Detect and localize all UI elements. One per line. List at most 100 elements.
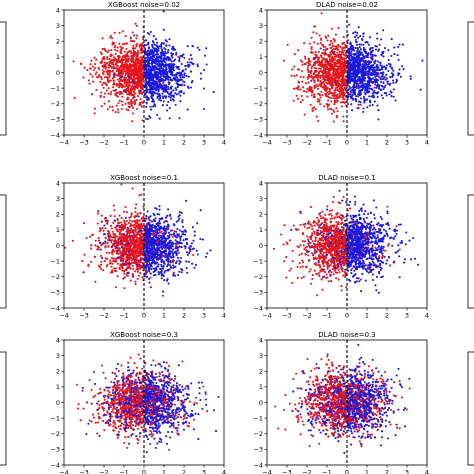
red-class-point xyxy=(108,230,111,234)
blue-class-point xyxy=(165,64,168,67)
red-class-point xyxy=(137,242,140,246)
red-class-point xyxy=(107,66,110,69)
blue-class-point xyxy=(355,34,358,37)
blue-class-point xyxy=(327,99,330,102)
red-class-point xyxy=(295,74,298,77)
red-class-point xyxy=(110,65,113,68)
red-class-point xyxy=(116,247,119,250)
red-class-point xyxy=(104,67,107,70)
red-class-point xyxy=(133,74,136,77)
red-class-point xyxy=(132,93,135,96)
blue-class-point xyxy=(174,78,177,81)
red-class-point xyxy=(96,76,99,79)
blue-class-point xyxy=(367,86,370,89)
blue-class-point xyxy=(377,109,380,112)
red-class-point xyxy=(103,47,106,50)
blue-class-point xyxy=(158,98,161,101)
red-class-point xyxy=(115,62,118,65)
red-class-point xyxy=(124,206,127,209)
blue-class-point xyxy=(112,242,115,245)
red-class-point xyxy=(332,73,335,76)
blue-class-point xyxy=(383,47,387,50)
red-class-point xyxy=(97,245,100,248)
blue-class-point xyxy=(355,41,358,44)
red-class-point xyxy=(131,264,134,267)
red-class-point xyxy=(134,253,137,256)
blue-class-point xyxy=(155,89,158,92)
blue-class-point xyxy=(156,95,159,98)
blue-class-point xyxy=(166,214,169,217)
red-class-point xyxy=(315,115,318,118)
red-class-point xyxy=(338,87,341,90)
blue-class-point xyxy=(160,46,163,50)
blue-class-point xyxy=(146,118,149,121)
red-class-point xyxy=(138,252,141,255)
red-class-point xyxy=(293,75,296,78)
blue-class-point xyxy=(392,88,395,91)
red-class-point xyxy=(130,57,133,60)
red-class-point xyxy=(327,55,330,58)
red-class-point xyxy=(341,96,345,99)
red-class-point xyxy=(117,73,120,77)
red-class-point xyxy=(317,92,320,95)
red-class-point xyxy=(141,101,144,104)
red-class-point xyxy=(116,78,119,81)
red-class-point xyxy=(323,69,326,72)
red-class-point xyxy=(112,267,116,270)
blue-class-point xyxy=(170,85,173,88)
blue-class-point xyxy=(154,53,158,56)
red-class-point xyxy=(311,107,314,110)
blue-class-point xyxy=(180,246,183,249)
red-class-point xyxy=(290,74,293,77)
red-class-point xyxy=(132,90,136,93)
blue-class-point xyxy=(181,221,184,224)
red-class-point xyxy=(89,67,92,70)
blue-class-point xyxy=(180,63,183,66)
y-tick-label: −2 xyxy=(50,100,60,108)
red-class-point xyxy=(332,109,335,112)
blue-class-point xyxy=(160,42,163,45)
red-class-point xyxy=(105,265,108,268)
blue-class-point xyxy=(178,217,181,220)
red-class-point xyxy=(132,107,135,110)
red-class-point xyxy=(356,107,359,110)
blue-class-point xyxy=(168,81,171,84)
red-class-point xyxy=(113,31,116,34)
x-tick-label: −3 xyxy=(79,139,89,147)
blue-class-point xyxy=(160,78,163,81)
blue-class-point xyxy=(176,72,179,75)
red-class-point xyxy=(141,59,144,62)
red-class-point xyxy=(93,56,96,59)
blue-class-point xyxy=(167,65,170,68)
blue-class-point xyxy=(385,73,388,76)
red-class-point xyxy=(125,232,128,236)
red-class-point xyxy=(335,73,338,76)
cropped-neighbor-panel-frame xyxy=(0,351,7,466)
blue-class-point xyxy=(124,216,127,219)
red-class-point xyxy=(292,87,296,90)
blue-class-point xyxy=(144,89,147,92)
red-class-point xyxy=(326,75,329,78)
red-class-point xyxy=(121,269,124,272)
red-class-point xyxy=(134,207,137,210)
blue-class-point xyxy=(368,104,371,107)
red-class-point xyxy=(139,56,142,59)
blue-class-point xyxy=(378,69,381,72)
red-class-point xyxy=(314,53,317,56)
red-class-point xyxy=(136,78,139,81)
red-class-point xyxy=(116,262,119,265)
red-class-point xyxy=(121,262,124,265)
blue-class-point xyxy=(368,48,371,51)
red-class-point xyxy=(123,78,126,81)
red-class-point xyxy=(112,204,115,207)
red-class-point xyxy=(335,96,338,99)
x-tick-label: 2 xyxy=(385,139,389,147)
red-class-point xyxy=(331,49,334,52)
blue-class-point xyxy=(174,92,177,95)
red-class-point xyxy=(120,240,124,243)
blue-class-point xyxy=(165,85,168,88)
red-class-point xyxy=(139,72,143,75)
red-class-point xyxy=(127,84,130,87)
red-class-point xyxy=(343,88,346,91)
blue-class-point xyxy=(360,68,363,72)
